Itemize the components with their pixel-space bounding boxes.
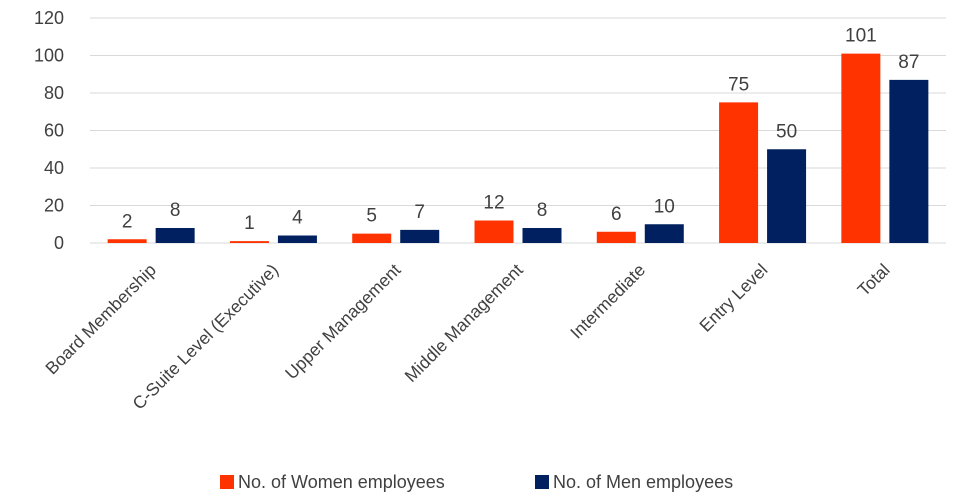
bar-men bbox=[277, 235, 317, 243]
data-label: 75 bbox=[728, 74, 749, 95]
y-tick-label: 20 bbox=[44, 196, 64, 216]
bars bbox=[107, 53, 929, 243]
legend-label: No. of Men employees bbox=[553, 472, 733, 492]
bar-women bbox=[107, 239, 147, 243]
gridlines bbox=[90, 17, 946, 244]
y-tick-label: 100 bbox=[34, 46, 64, 66]
data-label: 50 bbox=[776, 121, 797, 142]
data-label: 101 bbox=[845, 26, 877, 47]
category-label: Board Membership bbox=[41, 260, 160, 379]
y-axis-tick-labels: 0 20 40 60 80 100 120 bbox=[34, 8, 64, 253]
data-label: 1 bbox=[244, 213, 255, 234]
bar-men bbox=[400, 229, 440, 243]
data-label: 8 bbox=[537, 200, 548, 221]
legend: No. of Women employees No. of Men employe… bbox=[220, 472, 733, 492]
y-tick-label: 120 bbox=[34, 8, 64, 28]
data-label: 5 bbox=[366, 206, 377, 227]
category-label: Middle Management bbox=[401, 260, 527, 386]
data-label: 87 bbox=[898, 52, 919, 73]
legend-label: No. of Women employees bbox=[238, 472, 445, 492]
bar-men bbox=[155, 228, 195, 243]
y-tick-label: 60 bbox=[44, 121, 64, 141]
bar-women bbox=[841, 53, 881, 243]
bar-women bbox=[596, 231, 636, 243]
y-tick-label: 0 bbox=[54, 233, 64, 253]
bar-women bbox=[229, 241, 269, 243]
category-label: Upper Management bbox=[281, 260, 405, 384]
category-label: C-Suite Level (Executive) bbox=[128, 260, 282, 414]
bar-men bbox=[889, 79, 929, 243]
data-label: 7 bbox=[414, 202, 425, 223]
bar-women bbox=[474, 220, 514, 243]
data-label: 8 bbox=[170, 200, 181, 221]
data-label: 6 bbox=[611, 204, 622, 225]
legend-swatch bbox=[220, 475, 234, 489]
bar-men bbox=[522, 228, 562, 243]
bar-women bbox=[719, 102, 759, 243]
bar-men bbox=[767, 149, 807, 243]
bar-women bbox=[352, 233, 392, 243]
data-label: 4 bbox=[292, 208, 303, 229]
category-label: Entry Level bbox=[695, 260, 771, 336]
category-label: Total bbox=[853, 260, 893, 300]
data-label: 12 bbox=[483, 193, 504, 214]
bar-men bbox=[644, 224, 684, 243]
y-tick-label: 40 bbox=[44, 158, 64, 178]
y-tick-label: 80 bbox=[44, 83, 64, 103]
legend-swatch bbox=[535, 475, 549, 489]
data-label: 10 bbox=[654, 196, 675, 217]
data-label: 2 bbox=[122, 211, 133, 232]
category-label: Intermediate bbox=[566, 260, 649, 343]
